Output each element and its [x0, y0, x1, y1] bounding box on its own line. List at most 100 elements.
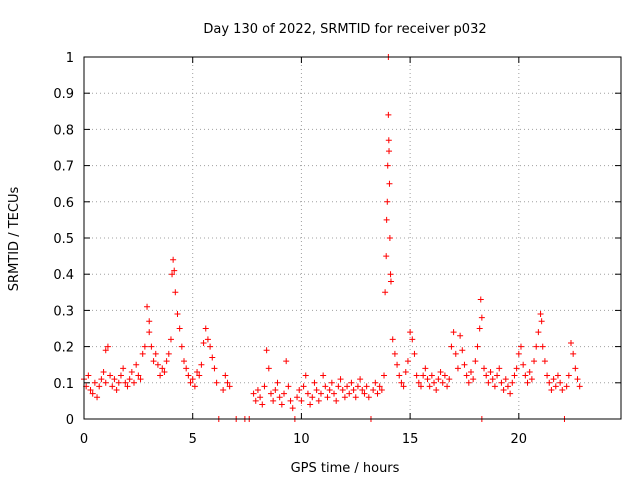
data-point	[117, 372, 124, 379]
data-point	[498, 379, 505, 386]
data-point	[383, 216, 390, 223]
data-point	[102, 379, 109, 386]
data-point	[433, 387, 440, 394]
data-point	[89, 390, 96, 397]
data-point	[224, 379, 231, 386]
data-point	[254, 387, 261, 394]
data-point	[309, 394, 316, 401]
data-point	[209, 354, 216, 361]
data-point	[450, 329, 457, 336]
data-point	[313, 387, 320, 394]
x-tick-label: 10	[293, 432, 310, 447]
data-point	[389, 336, 396, 343]
data-point	[187, 379, 194, 386]
data-point	[528, 376, 535, 383]
grid-lines	[84, 57, 621, 419]
data-point	[477, 296, 484, 303]
data-point	[107, 372, 114, 379]
data-point	[546, 379, 553, 386]
data-point	[386, 148, 393, 155]
data-point	[191, 383, 198, 390]
data-point	[420, 372, 427, 379]
data-point	[204, 336, 211, 343]
data-point	[533, 343, 540, 350]
data-point	[386, 235, 393, 241]
data-point	[489, 376, 496, 383]
data-point	[202, 325, 209, 332]
data-point	[294, 394, 301, 401]
data-point	[324, 394, 331, 401]
data-point	[109, 383, 116, 390]
data-point	[163, 358, 170, 365]
data-point	[220, 387, 227, 394]
data-point	[494, 372, 501, 379]
data-point	[472, 358, 479, 365]
data-point	[104, 343, 111, 350]
data-point	[517, 343, 524, 350]
data-point	[259, 401, 266, 408]
data-point	[400, 383, 407, 390]
data-point	[307, 401, 314, 408]
data-point	[196, 372, 203, 379]
y-tick-label: 0.1	[53, 377, 74, 392]
data-point	[557, 379, 564, 386]
data-point	[386, 180, 393, 187]
data-point	[383, 253, 390, 260]
data-point	[331, 390, 338, 397]
data-point	[278, 401, 285, 408]
data-point	[198, 361, 205, 368]
data-point	[144, 303, 151, 310]
data-point	[137, 376, 144, 383]
x-tick-label: 20	[511, 432, 528, 447]
data-point	[461, 361, 468, 368]
data-point	[572, 365, 579, 372]
data-point	[339, 387, 346, 394]
data-point	[544, 372, 551, 379]
data-point	[496, 365, 503, 372]
data-point	[502, 376, 509, 383]
data-point	[328, 379, 335, 386]
data-point	[384, 198, 391, 205]
data-point	[513, 365, 520, 372]
data-point	[474, 343, 481, 350]
data-point	[396, 372, 403, 379]
data-point	[226, 383, 233, 390]
data-point	[320, 372, 327, 379]
data-point	[285, 383, 292, 390]
data-point	[304, 390, 311, 397]
data-point	[276, 394, 283, 401]
chart-title: Day 130 of 2022, SRMTID for receiver p03…	[203, 22, 486, 37]
data-point	[570, 350, 577, 357]
data-point	[387, 271, 394, 278]
data-point	[387, 278, 394, 285]
data-point	[311, 379, 318, 386]
data-point	[252, 397, 259, 404]
y-tick-label: 0	[66, 413, 74, 428]
y-tick-label: 0.7	[53, 160, 74, 175]
data-point	[374, 390, 381, 397]
x-axis-label: GPS time / hours	[291, 461, 400, 476]
data-point	[452, 350, 459, 357]
data-point	[365, 394, 372, 401]
data-point	[554, 372, 561, 379]
data-point	[170, 256, 177, 263]
x-tick-label: 5	[189, 432, 197, 447]
data-point	[263, 347, 270, 354]
data-point	[100, 368, 107, 375]
data-point	[141, 343, 148, 350]
data-point	[500, 387, 507, 394]
data-point	[261, 383, 268, 390]
data-point	[402, 368, 409, 375]
data-point	[128, 368, 135, 375]
data-point	[87, 387, 94, 394]
data-point	[172, 289, 179, 296]
data-point	[185, 372, 192, 379]
data-point	[485, 379, 492, 386]
data-point	[565, 372, 572, 379]
y-tick-label: 0.9	[53, 87, 74, 102]
data-point	[426, 383, 433, 390]
data-point	[417, 383, 424, 390]
data-point	[289, 405, 296, 412]
data-point	[344, 383, 351, 390]
data-point	[270, 397, 277, 404]
